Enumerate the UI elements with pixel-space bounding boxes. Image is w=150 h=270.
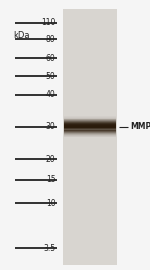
Bar (64, 121, 116, 122)
Bar (64, 135, 116, 136)
Bar (64, 120, 116, 121)
Bar (64, 135, 116, 136)
Bar (64, 117, 116, 118)
Text: 20: 20 (46, 155, 56, 164)
Bar (64, 118, 116, 119)
Text: 50: 50 (46, 72, 56, 81)
Bar (64, 131, 116, 132)
Bar (64, 132, 116, 133)
Bar (64, 127, 116, 128)
Text: 110: 110 (41, 18, 56, 28)
Bar (64, 122, 116, 123)
Bar (64, 125, 116, 126)
Bar (64, 127, 116, 128)
Bar (64, 123, 116, 124)
Bar (64, 128, 116, 129)
Text: 15: 15 (46, 175, 56, 184)
Bar (64, 118, 116, 119)
Bar (64, 117, 116, 118)
Text: MMP-13: MMP-13 (130, 122, 150, 131)
Bar (64, 133, 116, 134)
Bar (64, 134, 116, 135)
Text: 80: 80 (46, 35, 56, 44)
Text: 60: 60 (46, 53, 56, 63)
Bar (64, 124, 116, 125)
Bar (64, 126, 116, 127)
Bar (64, 129, 116, 130)
Bar (64, 119, 116, 120)
Bar (64, 124, 116, 125)
Bar (64, 129, 116, 130)
Text: 30: 30 (46, 122, 56, 131)
Bar (64, 131, 116, 132)
Bar (64, 126, 116, 127)
Text: 3.5: 3.5 (43, 244, 56, 253)
Text: 40: 40 (46, 90, 56, 99)
Bar (64, 122, 116, 123)
Bar (64, 119, 116, 120)
Bar (64, 130, 116, 131)
Bar (64, 134, 116, 135)
Bar (64, 132, 116, 133)
Text: kDa: kDa (14, 31, 30, 40)
Text: 10: 10 (46, 198, 56, 208)
Bar (64, 116, 116, 117)
Bar (64, 128, 116, 129)
Bar (64, 136, 116, 137)
Bar (64, 121, 116, 122)
Bar (64, 136, 116, 137)
Bar (63, 9, 117, 265)
Bar (64, 123, 116, 124)
Bar (64, 133, 116, 134)
